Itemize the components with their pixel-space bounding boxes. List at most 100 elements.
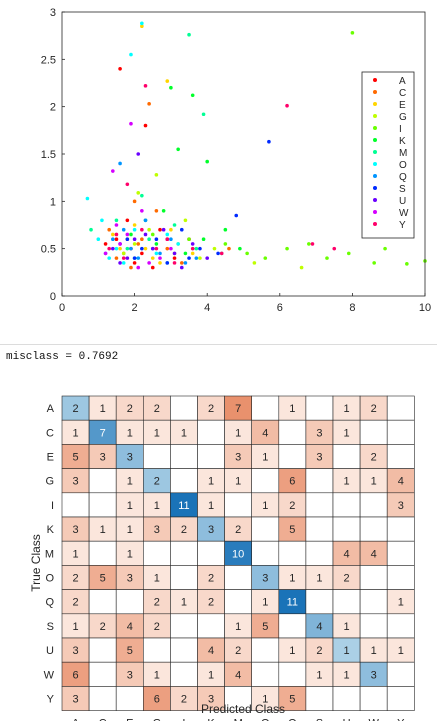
scatter-point-g <box>299 265 304 270</box>
scatter-point-m <box>89 227 93 232</box>
cm-cell <box>170 444 198 469</box>
y-tick-label: 0 <box>50 291 56 303</box>
cm-cell <box>332 419 361 445</box>
cm-cell <box>170 395 198 421</box>
cm-cell-value: 6 <box>72 669 78 681</box>
cm-cell <box>143 516 171 542</box>
cm-cell-value: 1 <box>371 645 377 657</box>
cm-cell-value: 1 <box>262 452 268 464</box>
cm-cell <box>197 661 225 687</box>
cm-col-label: Q <box>288 718 297 721</box>
scatter-point-y <box>332 246 337 251</box>
scatter-point-i <box>223 242 228 246</box>
scatter-point-g <box>198 256 202 260</box>
legend-marker <box>373 222 377 226</box>
scatter-point-a <box>125 218 130 223</box>
legend-label: O <box>399 160 407 171</box>
cm-cell-value: 1 <box>127 524 133 536</box>
cm-cell <box>61 395 90 421</box>
cm-cell <box>251 637 280 663</box>
scatter-point-q <box>143 218 148 223</box>
x-tick-label: 10 <box>419 302 431 314</box>
cm-row-label: U <box>46 645 54 657</box>
cm-col-label: E <box>126 718 133 721</box>
scatter-point-i <box>307 242 311 246</box>
scatter-point-y <box>125 182 130 187</box>
scatter-point-o <box>132 227 137 232</box>
cm-cell <box>143 540 171 566</box>
scatter-point-c <box>154 209 159 213</box>
cm-cell <box>386 613 415 639</box>
scatter-point-g <box>183 218 188 223</box>
confusion-matrix: 2 1 2 2 2 7 1 1 21 7 1 1 1 1 4 3 15 3 3 3 1 3 23 1 2 1 1 6 1 1 41 1 11 1 1… <box>29 395 415 721</box>
cm-cell <box>224 540 253 566</box>
scatter-point-s <box>234 213 239 218</box>
scatter-point-s <box>165 261 170 265</box>
cm-cell <box>61 468 90 494</box>
cm-cell-value: 2 <box>208 403 214 415</box>
legend-label: K <box>399 136 406 147</box>
cm-cell-value: 3 <box>316 452 322 464</box>
scatter-point-o <box>165 232 170 237</box>
legend-marker <box>373 186 377 190</box>
cm-cell-value: 11 <box>178 500 189 512</box>
scatter-point-w <box>147 261 151 265</box>
cm-cell-value: 5 <box>289 524 295 536</box>
cm-cell-value: 3 <box>127 669 133 681</box>
cm-row-label: W <box>44 669 55 681</box>
cm-cell <box>88 637 117 663</box>
cm-cell-value: 2 <box>235 524 241 536</box>
cm-cell-value: 2 <box>154 403 160 415</box>
cm-cell-value: 4 <box>398 476 404 488</box>
cm-cell-value: 1 <box>127 427 133 439</box>
scatter-point-c <box>107 227 111 232</box>
cm-cell <box>332 565 361 590</box>
cm-cell-value: 3 <box>316 427 322 439</box>
cm-cell <box>278 589 307 615</box>
cm-cell <box>88 613 117 639</box>
cm-cell-value: 2 <box>289 500 295 512</box>
cm-cell <box>386 419 415 445</box>
legend-label: W <box>399 208 409 219</box>
cm-cell <box>88 492 117 518</box>
cm-cell-value: 1 <box>208 500 214 512</box>
scatter-point-q <box>129 246 133 251</box>
scatter-point-i <box>187 237 191 241</box>
cm-cell-value: 1 <box>398 597 404 609</box>
scatter-point-c <box>165 246 170 251</box>
cm-cell <box>115 468 144 494</box>
cm-cell-value: 2 <box>72 403 78 415</box>
cm-cell <box>88 468 117 494</box>
cm-cell <box>278 686 307 711</box>
cm-cell <box>359 468 388 494</box>
scatter-point-k <box>161 209 166 213</box>
cm-cell <box>170 661 198 687</box>
cm-cell <box>278 613 307 639</box>
scatter-point-k <box>154 242 159 246</box>
scatter-point-u <box>143 232 148 237</box>
scatter-point-i <box>263 256 268 260</box>
scatter-point-k <box>176 147 180 152</box>
scatter-point-s <box>267 139 271 144</box>
legend-marker <box>373 198 377 202</box>
cm-cell <box>332 516 361 542</box>
cm-cell-value: 3 <box>154 524 160 536</box>
x-axis-title: Predicted Class <box>201 702 285 716</box>
scatter-point-m <box>140 193 144 198</box>
cm-cell <box>332 444 361 469</box>
cm-cell-value: 4 <box>262 427 268 439</box>
cm-cell <box>143 637 171 663</box>
cm-cell <box>332 613 361 639</box>
cm-col-label: G <box>153 718 162 721</box>
y-axis-title: True Class <box>29 534 43 592</box>
cm-cell-value: 1 <box>343 669 349 681</box>
cm-cell-value: 7 <box>235 403 241 415</box>
scatter-point-k <box>129 232 133 237</box>
cm-cell-value: 3 <box>72 524 78 536</box>
scatter-point-g <box>147 227 151 232</box>
scatter-point-y <box>165 237 170 241</box>
scatter-point-i <box>350 31 355 35</box>
scatter-point-a <box>172 256 177 260</box>
legend-label: I <box>399 124 402 135</box>
scatter-point-a <box>158 227 162 232</box>
